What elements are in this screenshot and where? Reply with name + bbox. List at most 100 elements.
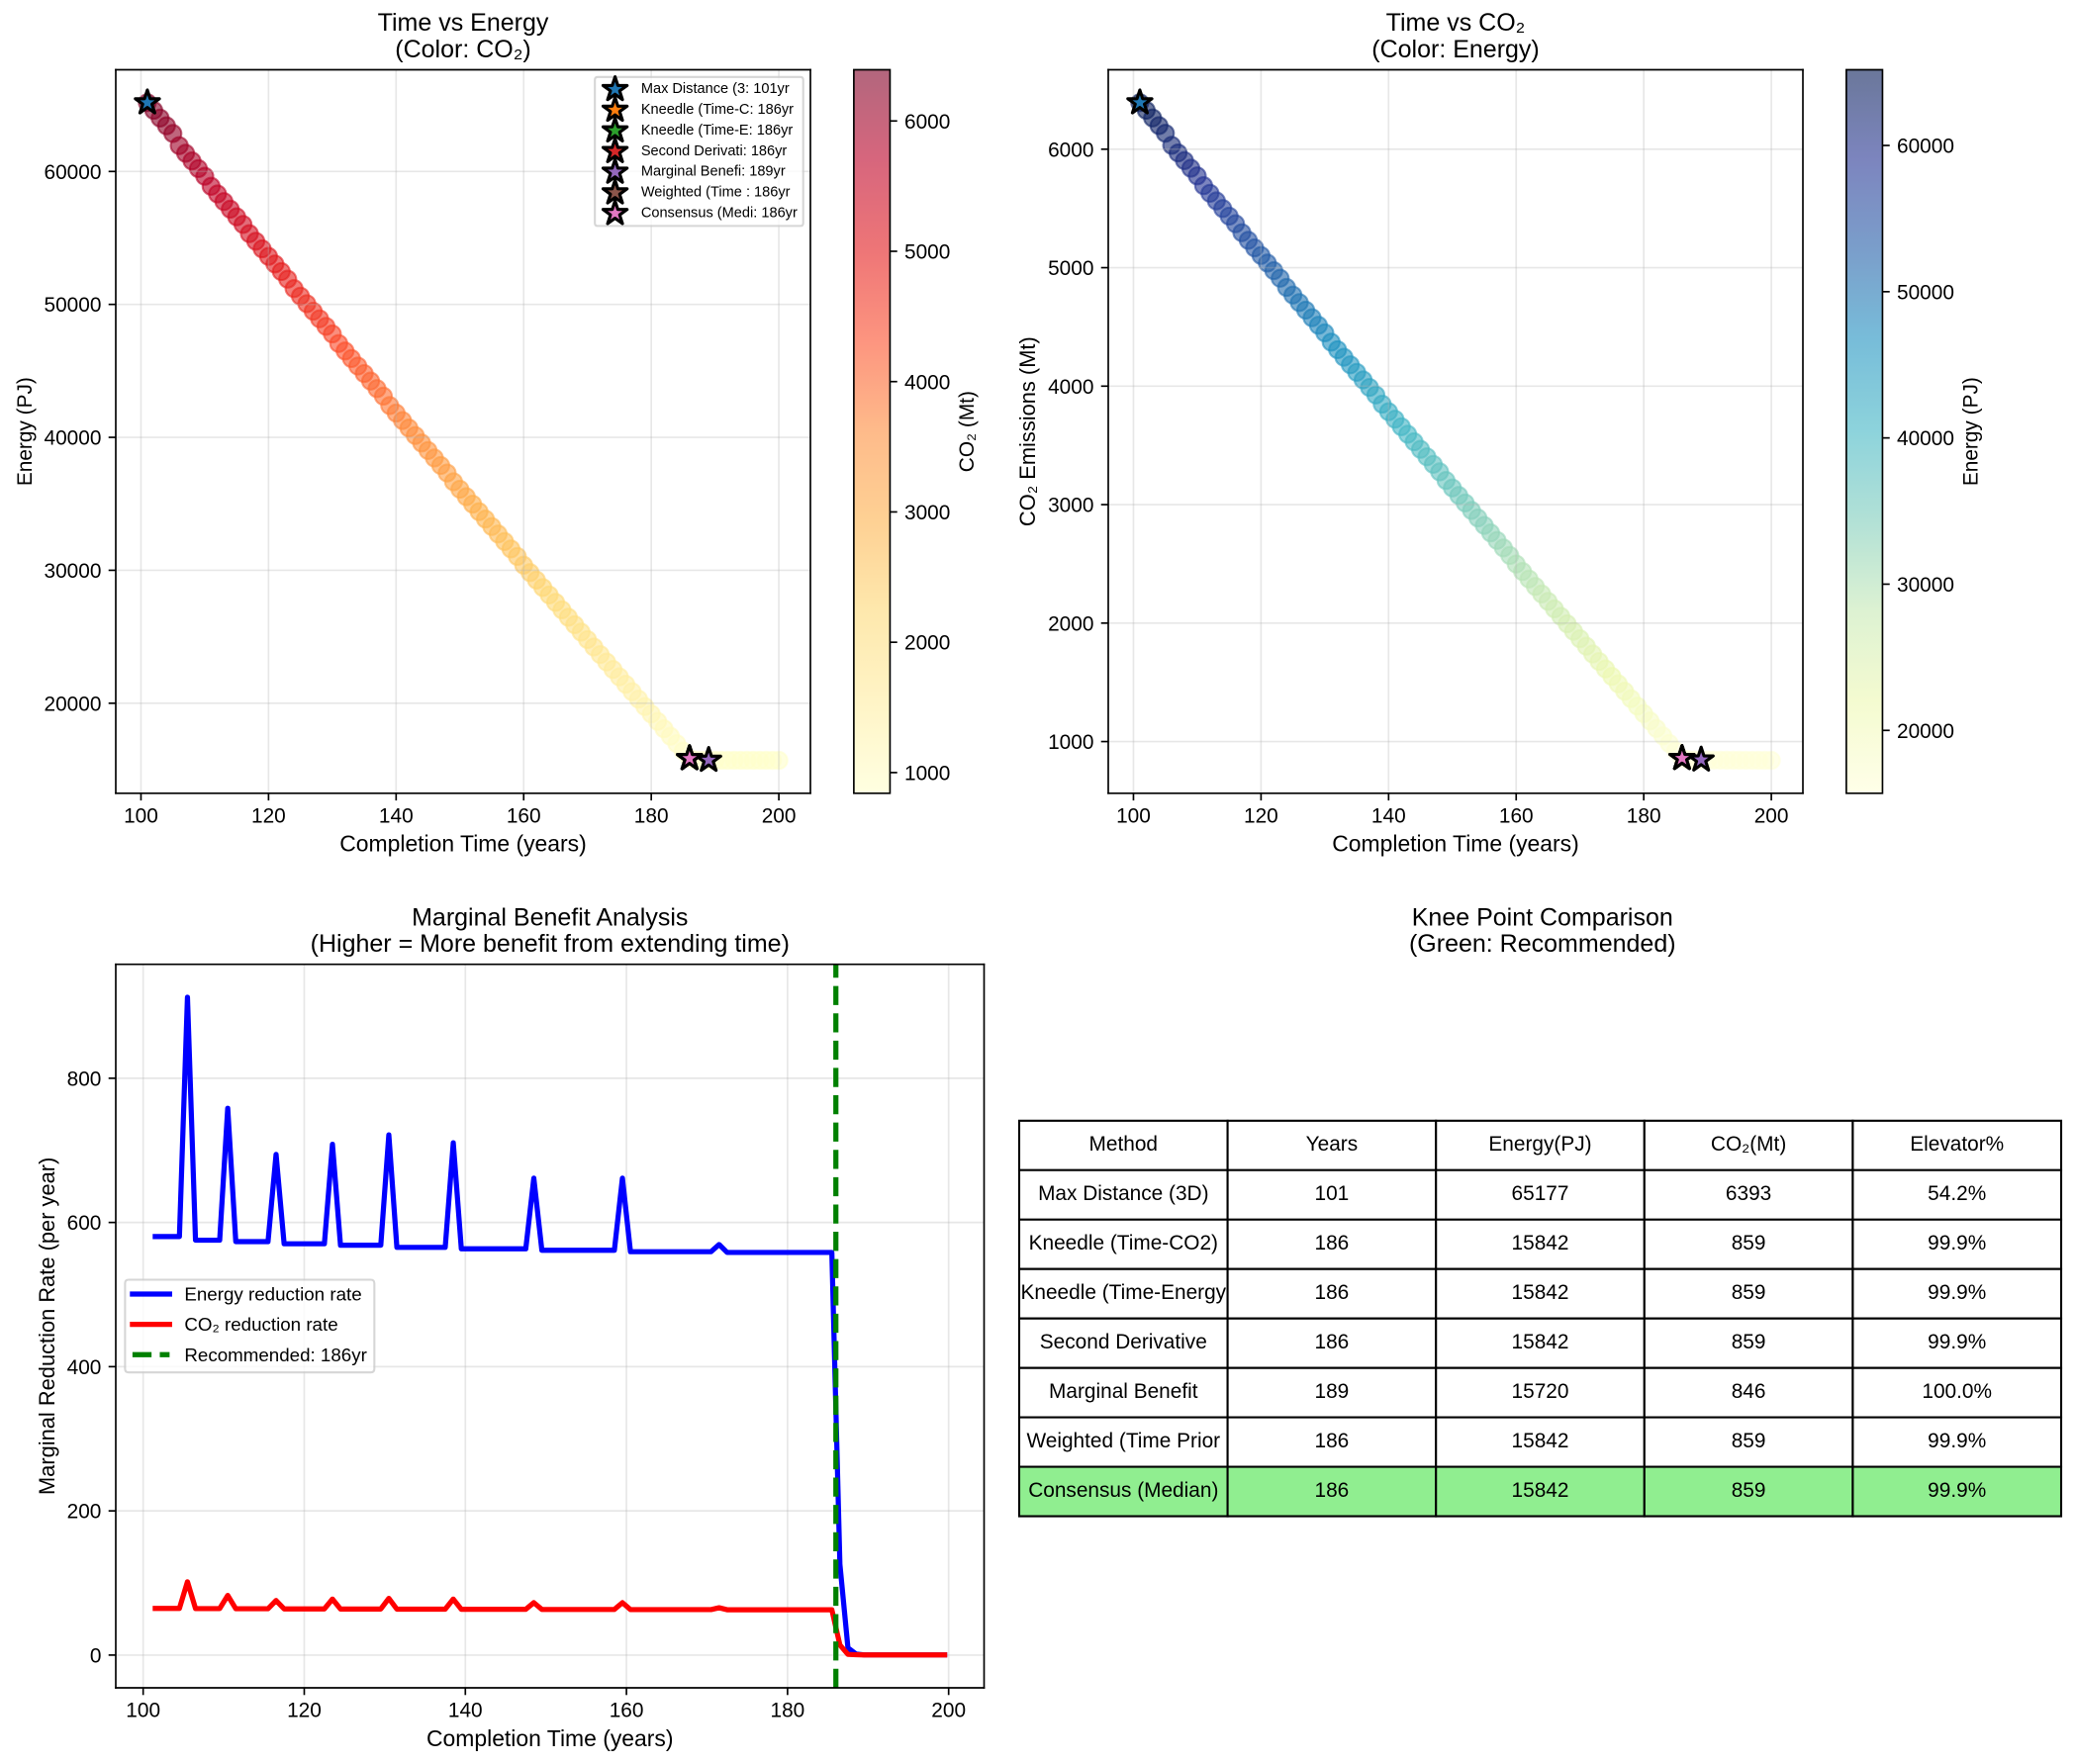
- svg-text:Method: Method: [1089, 1133, 1158, 1156]
- svg-text:2000: 2000: [904, 632, 950, 655]
- svg-text:140: 140: [379, 804, 414, 827]
- svg-text:50000: 50000: [1897, 281, 1954, 304]
- svg-text:100: 100: [124, 804, 158, 827]
- svg-text:CO₂ reduction rate: CO₂ reduction rate: [184, 1314, 337, 1335]
- svg-text:846: 846: [1732, 1380, 1766, 1403]
- svg-text:200: 200: [931, 1700, 966, 1722]
- svg-text:Second Derivati: 186yr: Second Derivati: 186yr: [641, 143, 788, 159]
- svg-text:Energy(PJ): Energy(PJ): [1488, 1133, 1591, 1156]
- svg-text:1000: 1000: [1048, 731, 1093, 754]
- svg-text:40000: 40000: [1897, 427, 1954, 450]
- svg-text:Completion Time (years): Completion Time (years): [339, 831, 587, 857]
- svg-text:15842: 15842: [1512, 1331, 1569, 1353]
- svg-text:4000: 4000: [904, 371, 950, 394]
- svg-text:2000: 2000: [1048, 612, 1093, 635]
- svg-text:15842: 15842: [1512, 1430, 1569, 1452]
- svg-text:189: 189: [1315, 1380, 1350, 1403]
- svg-text:Kneedle (Time-CO2): Kneedle (Time-CO2): [1029, 1232, 1218, 1254]
- svg-text:Marginal Benefi: 189yr: Marginal Benefi: 189yr: [641, 164, 786, 180]
- svg-text:5000: 5000: [904, 241, 950, 264]
- svg-text:859: 859: [1732, 1331, 1766, 1353]
- svg-text:(Color: Energy): (Color: Energy): [1371, 36, 1540, 63]
- svg-text:Marginal Benefit Analysis: Marginal Benefit Analysis: [412, 903, 688, 931]
- svg-text:160: 160: [610, 1700, 644, 1722]
- svg-text:(Color: CO₂): (Color: CO₂): [395, 36, 530, 63]
- svg-text:859: 859: [1732, 1430, 1766, 1452]
- svg-text:50000: 50000: [44, 294, 101, 317]
- svg-text:Energy (PJ): Energy (PJ): [1959, 377, 1982, 486]
- svg-text:140: 140: [448, 1700, 483, 1722]
- svg-text:99.9%: 99.9%: [1928, 1331, 1986, 1353]
- svg-text:3000: 3000: [904, 502, 950, 524]
- svg-text:400: 400: [67, 1356, 102, 1379]
- svg-text:200: 200: [762, 804, 797, 827]
- svg-text:120: 120: [287, 1700, 322, 1722]
- svg-text:101: 101: [1315, 1182, 1350, 1205]
- svg-text:140: 140: [1371, 804, 1406, 827]
- svg-text:30000: 30000: [1897, 574, 1954, 597]
- svg-text:(Higher = More benefit from ex: (Higher = More benefit from extending ti…: [311, 930, 790, 958]
- svg-text:186: 186: [1315, 1430, 1350, 1452]
- svg-text:99.9%: 99.9%: [1928, 1479, 1986, 1502]
- svg-text:Max Distance (3D): Max Distance (3D): [1038, 1182, 1208, 1205]
- svg-text:Knee Point Comparison: Knee Point Comparison: [1412, 903, 1673, 931]
- svg-text:3000: 3000: [1048, 495, 1093, 517]
- svg-text:Energy reduction rate: Energy reduction rate: [184, 1284, 361, 1305]
- svg-text:54.2%: 54.2%: [1928, 1182, 1986, 1205]
- svg-text:Second Derivative: Second Derivative: [1040, 1331, 1207, 1353]
- svg-text:6000: 6000: [1048, 139, 1093, 161]
- svg-text:(Green: Recommended): (Green: Recommended): [1409, 930, 1676, 958]
- svg-text:60000: 60000: [44, 161, 101, 184]
- svg-text:Marginal Benefit: Marginal Benefit: [1049, 1380, 1198, 1403]
- svg-text:65177: 65177: [1512, 1182, 1569, 1205]
- svg-text:Elevator%: Elevator%: [1910, 1133, 2004, 1156]
- svg-text:100.0%: 100.0%: [1922, 1380, 1992, 1403]
- svg-text:6000: 6000: [904, 111, 950, 134]
- svg-text:800: 800: [67, 1068, 102, 1090]
- svg-text:99.9%: 99.9%: [1928, 1232, 1986, 1254]
- svg-text:120: 120: [251, 804, 286, 827]
- svg-text:CO₂(Mt): CO₂(Mt): [1711, 1133, 1786, 1156]
- svg-text:20000: 20000: [1897, 720, 1954, 743]
- svg-text:Max Distance (3: 101yr: Max Distance (3: 101yr: [641, 81, 790, 97]
- svg-text:180: 180: [634, 804, 669, 827]
- svg-text:160: 160: [507, 804, 541, 827]
- svg-text:Time vs Energy: Time vs Energy: [378, 9, 549, 37]
- svg-text:Energy (PJ): Energy (PJ): [14, 377, 37, 486]
- svg-text:Kneedle (Time-Energy: Kneedle (Time-Energy: [1020, 1281, 1226, 1304]
- svg-text:CO₂ (Mt): CO₂ (Mt): [956, 391, 979, 472]
- svg-text:859: 859: [1732, 1281, 1766, 1304]
- svg-text:186: 186: [1315, 1479, 1350, 1502]
- svg-text:30000: 30000: [44, 560, 101, 583]
- svg-text:99.9%: 99.9%: [1928, 1281, 1986, 1304]
- svg-text:CO₂ Emissions (Mt): CO₂ Emissions (Mt): [1015, 336, 1040, 526]
- svg-text:15842: 15842: [1512, 1479, 1569, 1502]
- svg-text:Time vs CO₂: Time vs CO₂: [1386, 9, 1526, 37]
- svg-text:180: 180: [1627, 804, 1661, 827]
- svg-text:100: 100: [126, 1700, 160, 1722]
- svg-text:15842: 15842: [1512, 1232, 1569, 1254]
- svg-text:100: 100: [1116, 804, 1151, 827]
- svg-text:0: 0: [90, 1644, 102, 1667]
- svg-text:Recommended: 186yr: Recommended: 186yr: [184, 1345, 366, 1365]
- svg-text:Completion Time (years): Completion Time (years): [1332, 831, 1579, 857]
- svg-text:4000: 4000: [1048, 376, 1093, 399]
- svg-text:180: 180: [771, 1700, 805, 1722]
- svg-text:186: 186: [1315, 1232, 1350, 1254]
- svg-text:40000: 40000: [44, 427, 101, 450]
- svg-text:99.9%: 99.9%: [1928, 1430, 1986, 1452]
- svg-text:Completion Time (years): Completion Time (years): [426, 1725, 674, 1751]
- svg-text:200: 200: [1754, 804, 1789, 827]
- svg-text:20000: 20000: [44, 693, 101, 715]
- svg-text:859: 859: [1732, 1479, 1766, 1502]
- svg-text:Kneedle (Time-C: 186yr: Kneedle (Time-C: 186yr: [641, 102, 794, 118]
- svg-text:160: 160: [1499, 804, 1534, 827]
- svg-text:Kneedle (Time-E: 186yr: Kneedle (Time-E: 186yr: [641, 123, 794, 139]
- svg-text:60000: 60000: [1897, 136, 1954, 158]
- svg-text:5000: 5000: [1048, 257, 1093, 280]
- svg-text:200: 200: [67, 1501, 102, 1524]
- svg-text:Years: Years: [1306, 1133, 1359, 1156]
- svg-text:120: 120: [1244, 804, 1278, 827]
- svg-text:15720: 15720: [1512, 1380, 1569, 1403]
- svg-text:859: 859: [1732, 1232, 1766, 1254]
